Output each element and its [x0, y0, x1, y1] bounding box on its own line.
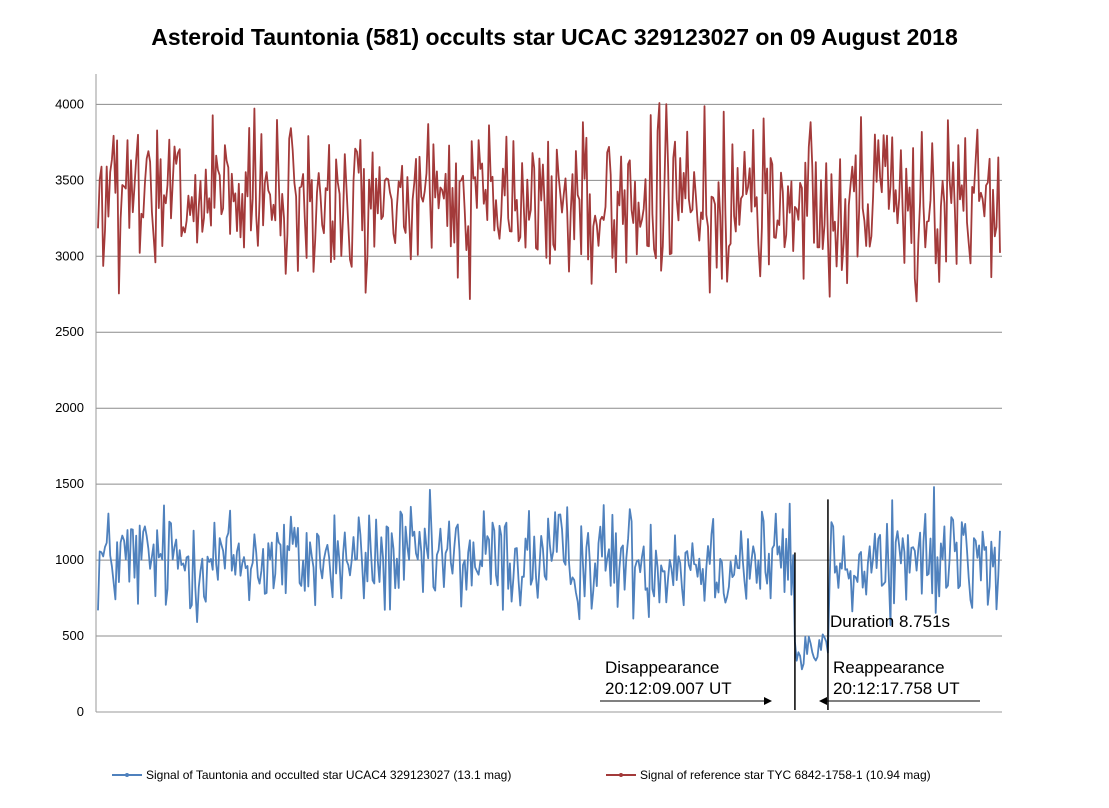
reappearance-time: 20:12:17.758 UT [833, 679, 960, 698]
disappearance-time: 20:12:09.007 UT [605, 679, 732, 698]
y-tick-label: 1500 [55, 476, 84, 491]
chart-plot-area: 0 500 1000 1500 2000 2500 3000 3500 4000 Duratio… [55, 74, 1002, 719]
y-tick-label: 3500 [55, 172, 84, 187]
y-tick-label: 3000 [55, 248, 84, 263]
duration-annotation: Duration 8.751s [830, 612, 950, 631]
legend-swatch-reference [606, 770, 636, 780]
series-line-target [97, 486, 1001, 671]
legend-label-target: Signal of Tauntonia and occulted star UC… [146, 768, 512, 782]
disappearance-arrow-head [764, 697, 772, 705]
y-tick-label: 2000 [55, 400, 84, 415]
y-tick-label: 2500 [55, 324, 84, 339]
reappearance-label: Reappearance [833, 658, 945, 677]
legend: Signal of Tauntonia and occulted star UC… [0, 768, 1109, 788]
disappearance-label: Disappearance [605, 658, 719, 677]
y-tick-label: 500 [62, 628, 84, 643]
y-tick-label: 1000 [55, 552, 84, 567]
series-line-reference [97, 102, 1001, 303]
reappearance-arrow-head [819, 697, 827, 705]
y-tick-label: 0 [77, 704, 84, 719]
annotations: Duration 8.751s Disappearance 20:12:09.0… [600, 612, 980, 705]
legend-label-reference: Signal of reference star TYC 6842-1758-1… [640, 768, 931, 782]
series-lines [97, 102, 1001, 710]
legend-swatch-target [112, 770, 142, 780]
chart-title: Asteroid Tauntonia (581) occults star UC… [151, 24, 958, 50]
legend-item-reference: Signal of reference star TYC 6842-1758-1… [606, 768, 931, 782]
y-tick-label: 4000 [55, 96, 84, 111]
legend-item-target: Signal of Tauntonia and occulted star UC… [112, 768, 511, 782]
y-axis-tick-labels: 0 500 1000 1500 2000 2500 3000 3500 4000 [55, 96, 84, 719]
